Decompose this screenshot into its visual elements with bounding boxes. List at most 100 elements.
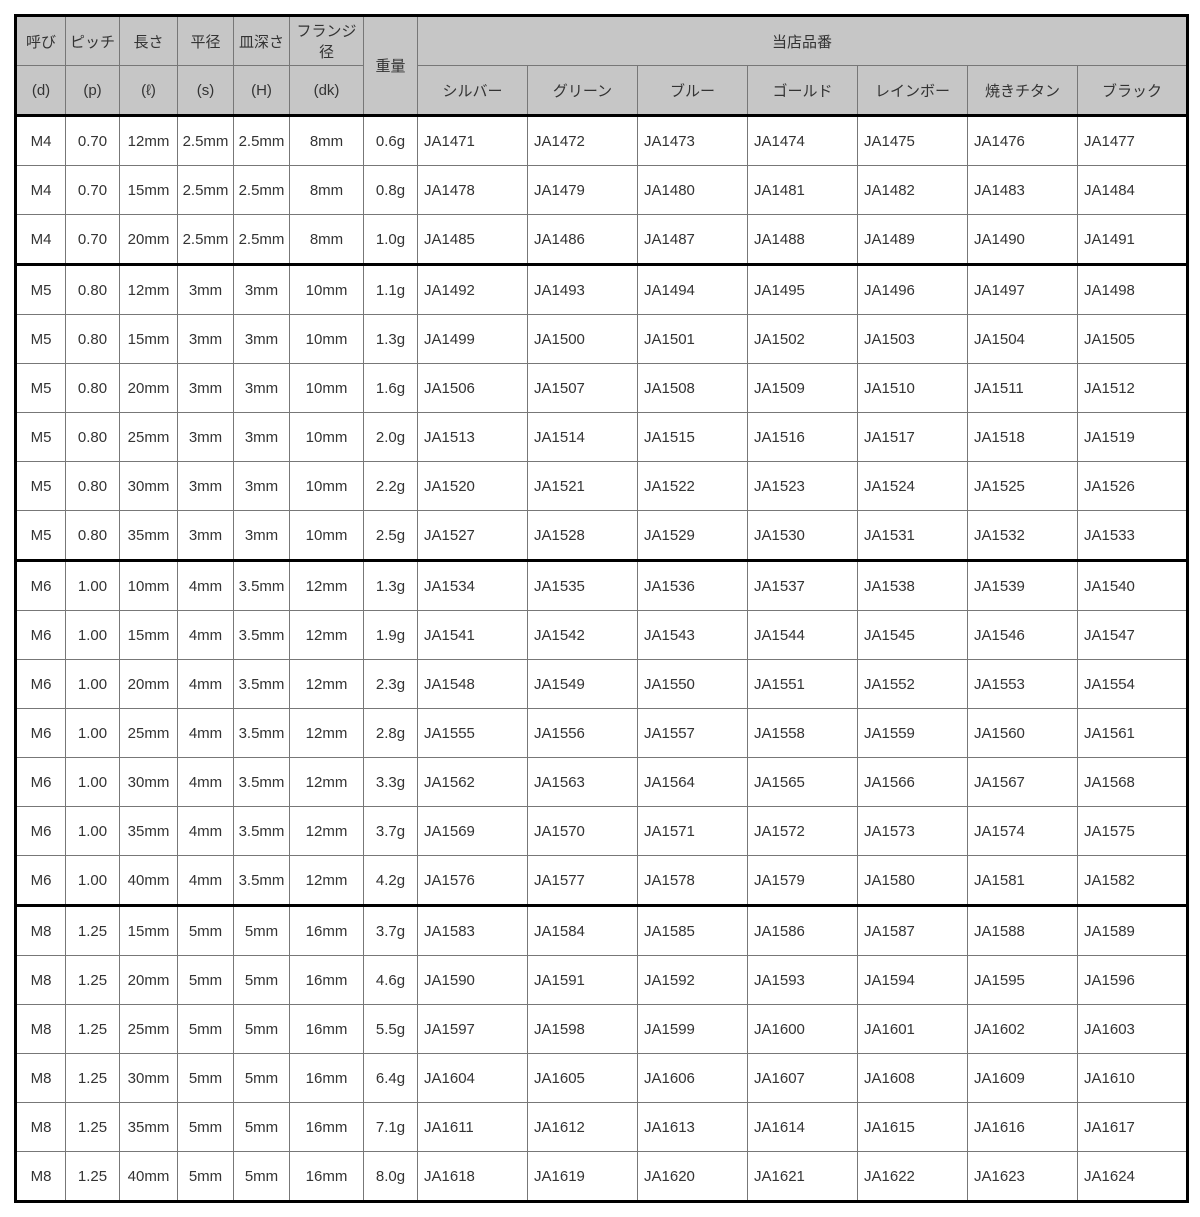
cell-partno: JA1604: [418, 1054, 528, 1103]
table-row: M50.8012mm3mm3mm10mm1.1gJA1492JA1493JA14…: [16, 265, 1188, 315]
cell-s: 5mm: [178, 1054, 234, 1103]
table-row: M61.0010mm4mm3.5mm12mm1.3gJA1534JA1535JA…: [16, 561, 1188, 611]
cell-partno: JA1478: [418, 166, 528, 215]
cell-partno: JA1471: [418, 116, 528, 166]
hdr-color-6: ブラック: [1078, 66, 1188, 116]
cell-dk: 12mm: [290, 856, 364, 906]
cell-partno: JA1617: [1078, 1103, 1188, 1152]
cell-partno: JA1567: [968, 758, 1078, 807]
cell-s: 3mm: [178, 364, 234, 413]
cell-partno: JA1493: [528, 265, 638, 315]
cell-p: 1.25: [66, 956, 120, 1005]
cell-d: M6: [16, 611, 66, 660]
cell-partno: JA1623: [968, 1152, 1078, 1202]
cell-d: M6: [16, 856, 66, 906]
cell-partno: JA1568: [1078, 758, 1188, 807]
cell-partno: JA1481: [748, 166, 858, 215]
cell-partno: JA1610: [1078, 1054, 1188, 1103]
cell-partno: JA1579: [748, 856, 858, 906]
cell-l: 20mm: [120, 215, 178, 265]
cell-p: 1.25: [66, 1103, 120, 1152]
cell-d: M8: [16, 906, 66, 956]
cell-weight: 2.2g: [364, 462, 418, 511]
cell-partno: JA1570: [528, 807, 638, 856]
cell-partno: JA1506: [418, 364, 528, 413]
cell-partno: JA1535: [528, 561, 638, 611]
cell-weight: 1.1g: [364, 265, 418, 315]
cell-dk: 10mm: [290, 511, 364, 561]
hdr-l-sub: (ℓ): [120, 66, 178, 116]
cell-l: 25mm: [120, 709, 178, 758]
cell-dk: 10mm: [290, 364, 364, 413]
cell-H: 3.5mm: [234, 758, 290, 807]
cell-d: M6: [16, 709, 66, 758]
cell-weight: 1.6g: [364, 364, 418, 413]
cell-partno: JA1504: [968, 315, 1078, 364]
cell-partno: JA1592: [638, 956, 748, 1005]
cell-p: 0.70: [66, 215, 120, 265]
cell-partno: JA1500: [528, 315, 638, 364]
cell-partno: JA1508: [638, 364, 748, 413]
cell-partno: JA1484: [1078, 166, 1188, 215]
cell-s: 4mm: [178, 856, 234, 906]
cell-partno: JA1618: [418, 1152, 528, 1202]
cell-s: 5mm: [178, 906, 234, 956]
table-row: M50.8025mm3mm3mm10mm2.0gJA1513JA1514JA15…: [16, 413, 1188, 462]
cell-l: 40mm: [120, 856, 178, 906]
hdr-p-sub: (p): [66, 66, 120, 116]
table-row: M50.8030mm3mm3mm10mm2.2gJA1520JA1521JA15…: [16, 462, 1188, 511]
cell-H: 2.5mm: [234, 116, 290, 166]
cell-partno: JA1485: [418, 215, 528, 265]
cell-partno: JA1580: [858, 856, 968, 906]
cell-dk: 12mm: [290, 561, 364, 611]
cell-dk: 16mm: [290, 1103, 364, 1152]
cell-partno: JA1479: [528, 166, 638, 215]
table-row: M50.8020mm3mm3mm10mm1.6gJA1506JA1507JA15…: [16, 364, 1188, 413]
cell-dk: 8mm: [290, 215, 364, 265]
cell-dk: 10mm: [290, 315, 364, 364]
cell-partno: JA1575: [1078, 807, 1188, 856]
cell-l: 25mm: [120, 1005, 178, 1054]
cell-partno: JA1475: [858, 116, 968, 166]
cell-partno: JA1546: [968, 611, 1078, 660]
cell-l: 15mm: [120, 906, 178, 956]
cell-partno: JA1549: [528, 660, 638, 709]
cell-dk: 16mm: [290, 1054, 364, 1103]
cell-d: M5: [16, 511, 66, 561]
cell-partno: JA1532: [968, 511, 1078, 561]
cell-weight: 3.3g: [364, 758, 418, 807]
cell-partno: JA1520: [418, 462, 528, 511]
cell-dk: 16mm: [290, 1005, 364, 1054]
cell-partno: JA1605: [528, 1054, 638, 1103]
cell-partno: JA1538: [858, 561, 968, 611]
cell-partno: JA1530: [748, 511, 858, 561]
cell-H: 3.5mm: [234, 709, 290, 758]
cell-H: 3mm: [234, 315, 290, 364]
cell-partno: JA1473: [638, 116, 748, 166]
hdr-color-2: ブルー: [638, 66, 748, 116]
cell-s: 2.5mm: [178, 166, 234, 215]
cell-H: 3.5mm: [234, 660, 290, 709]
cell-partno: JA1545: [858, 611, 968, 660]
table-row: M81.2530mm5mm5mm16mm6.4gJA1604JA1605JA16…: [16, 1054, 1188, 1103]
cell-p: 1.25: [66, 906, 120, 956]
cell-s: 4mm: [178, 709, 234, 758]
cell-dk: 12mm: [290, 807, 364, 856]
hdr-color-4: レインボー: [858, 66, 968, 116]
cell-partno: JA1612: [528, 1103, 638, 1152]
cell-s: 5mm: [178, 1103, 234, 1152]
cell-partno: JA1586: [748, 906, 858, 956]
cell-s: 3mm: [178, 462, 234, 511]
cell-partno: JA1615: [858, 1103, 968, 1152]
cell-d: M5: [16, 462, 66, 511]
cell-d: M8: [16, 956, 66, 1005]
cell-partno: JA1602: [968, 1005, 1078, 1054]
cell-partno: JA1577: [528, 856, 638, 906]
cell-partno: JA1505: [1078, 315, 1188, 364]
cell-partno: JA1496: [858, 265, 968, 315]
cell-H: 5mm: [234, 1054, 290, 1103]
cell-partno: JA1511: [968, 364, 1078, 413]
cell-l: 30mm: [120, 1054, 178, 1103]
hdr-dk-sub: (dk): [290, 66, 364, 116]
cell-H: 3.5mm: [234, 561, 290, 611]
